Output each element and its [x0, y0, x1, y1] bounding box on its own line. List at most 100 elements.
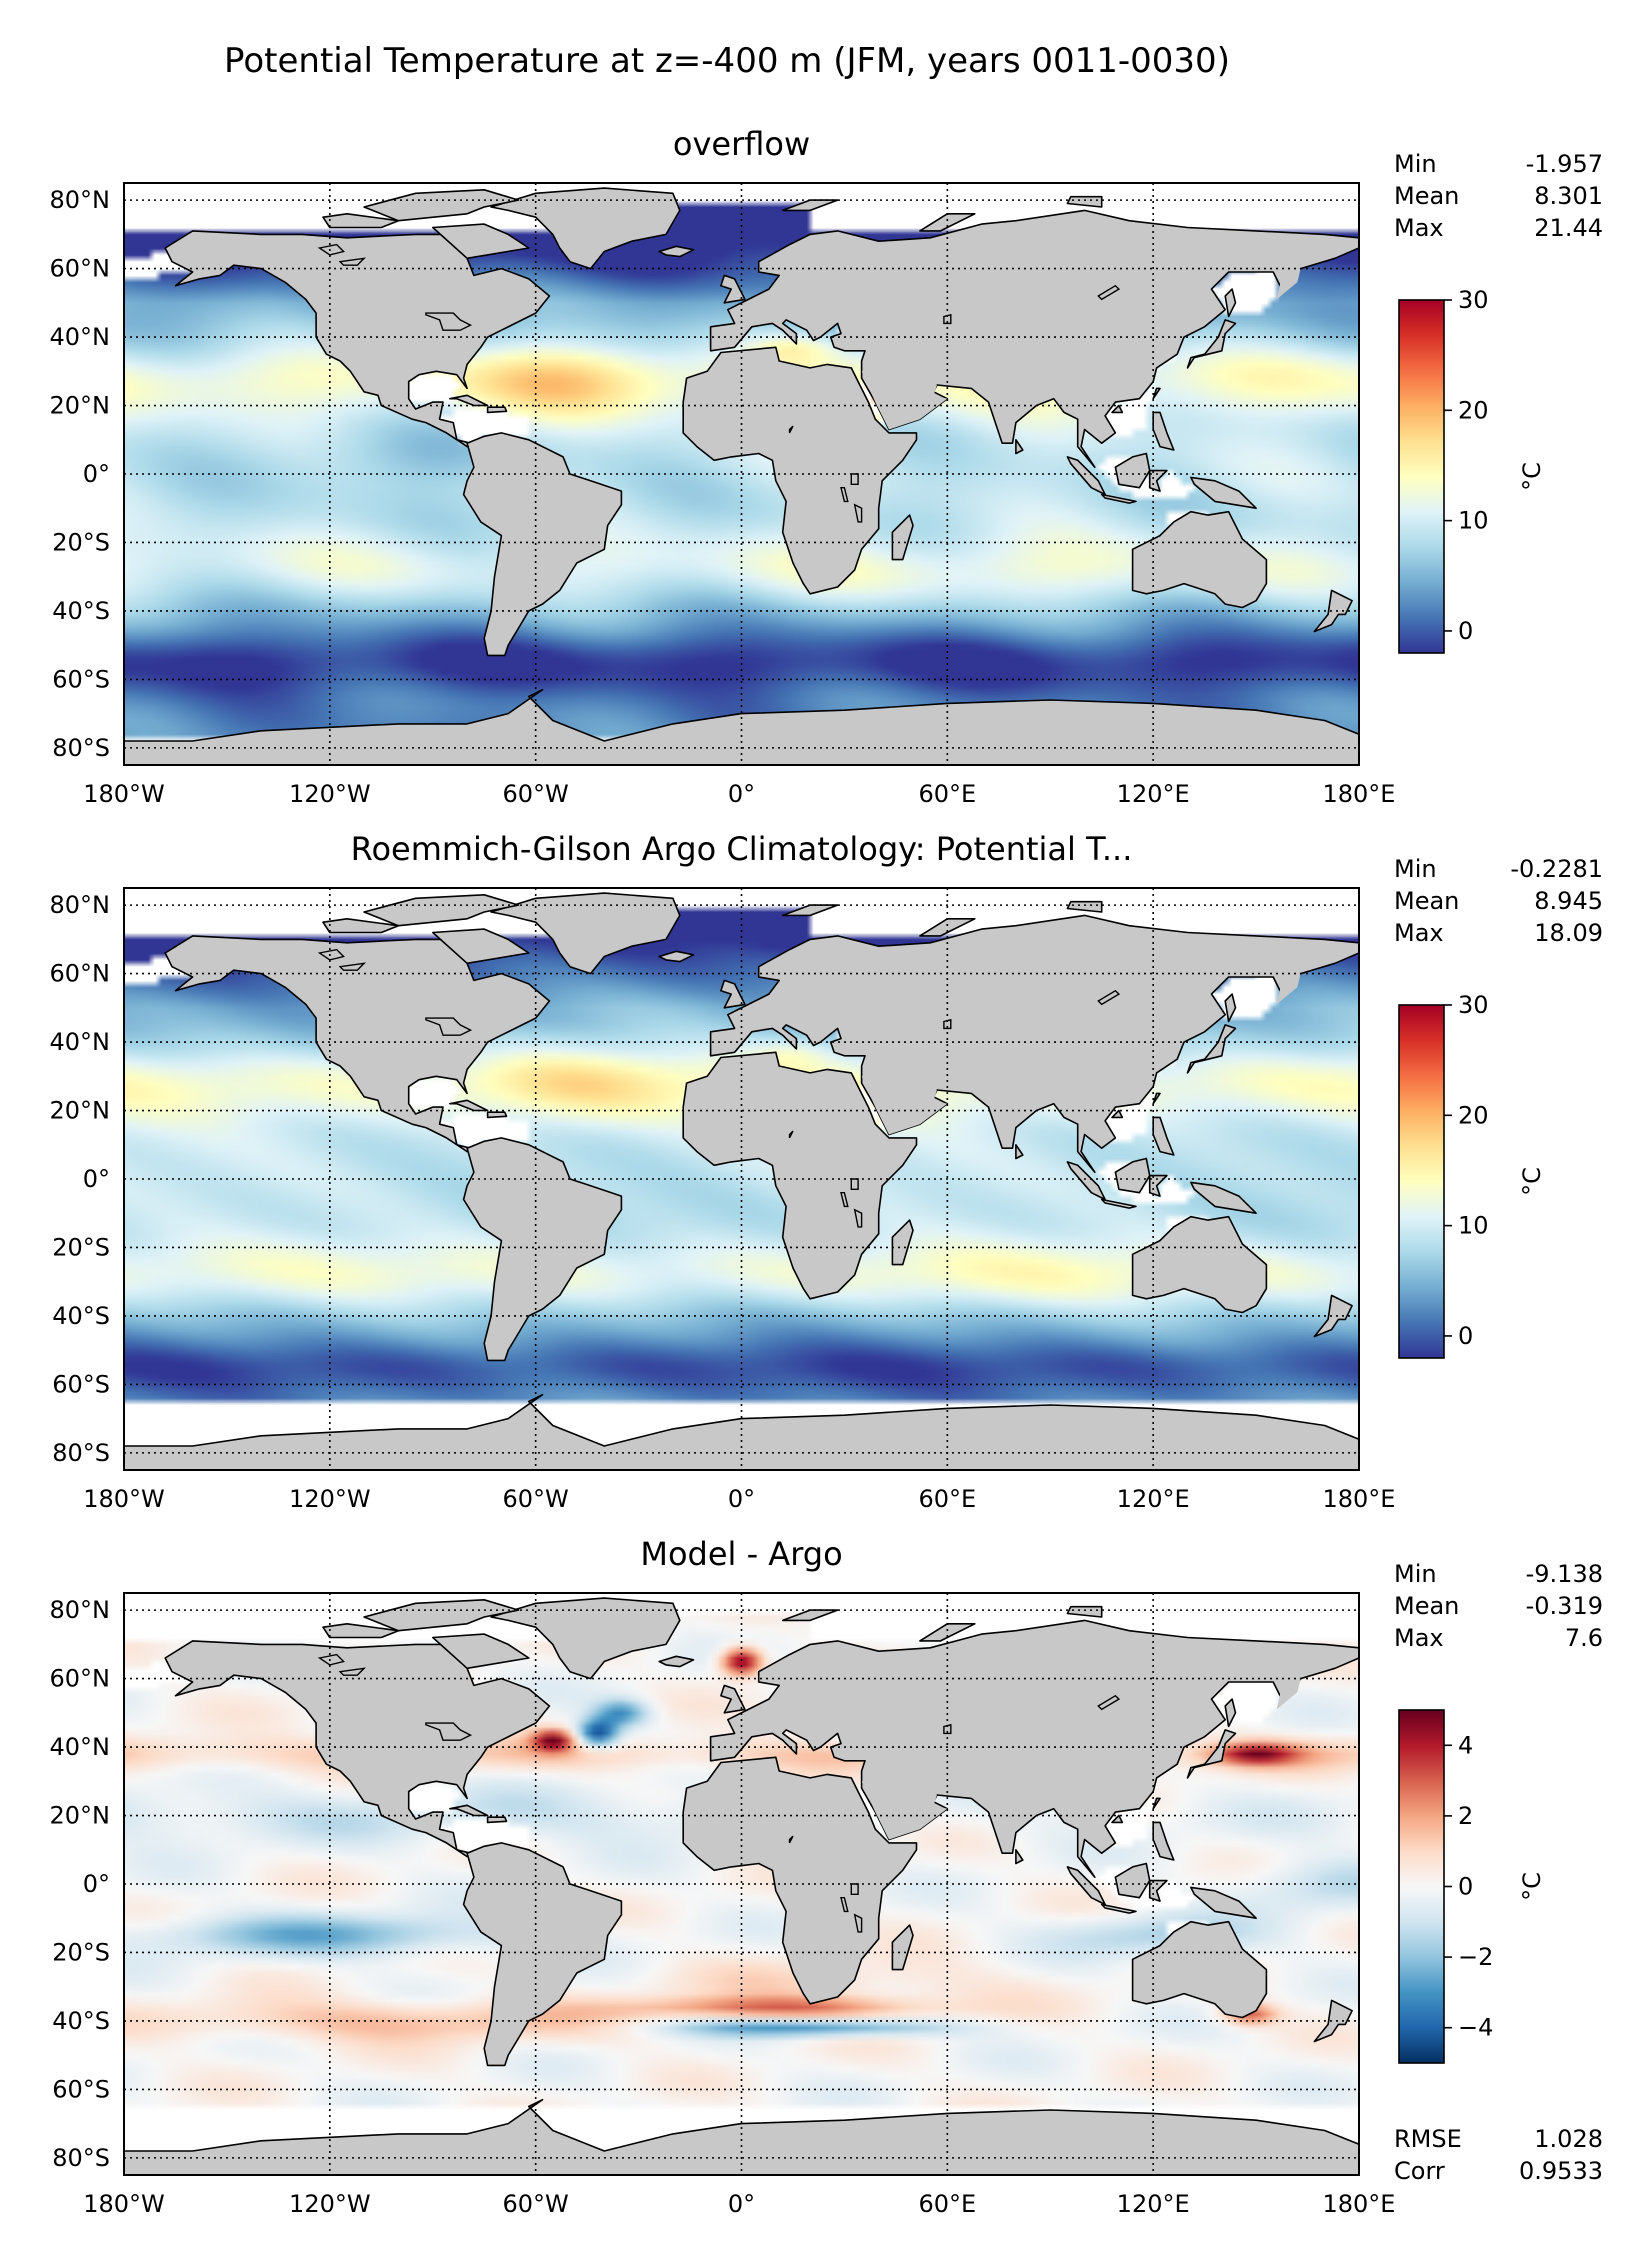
land-cuba [449, 394, 489, 407]
land-canArch2 [322, 917, 400, 934]
panel-3: Model - Argo 180°W 120°W 60°W 0° 60°E 120°E 180… [50, 1535, 1604, 2218]
land-sriLanka [1015, 438, 1024, 455]
land-africa [682, 1756, 918, 2005]
lake-outline [788, 1835, 794, 1844]
land-sulawesi [1148, 1879, 1168, 1902]
y-tick-label: 60°S [52, 2075, 110, 2103]
land-hispaniola [486, 1816, 508, 1824]
stat-label: RMSE [1394, 2125, 1462, 2153]
y-tick-label: 20°S [52, 1938, 110, 1966]
land-greenland [490, 187, 681, 270]
x-tick-label: 60°W [503, 1485, 569, 1513]
y-tick-label: 0° [83, 1870, 110, 1898]
lake-outline [338, 1667, 367, 1676]
land-severnaya [1066, 1605, 1103, 1618]
y-tick-label: 80°S [52, 734, 110, 762]
land-taiwan [1152, 1092, 1161, 1105]
land-africa [682, 1051, 918, 1300]
lake-outline [425, 1017, 473, 1036]
lake-outline [840, 1896, 849, 1913]
figure-title: Potential Temperature at z=-400 m (JFM, … [224, 41, 1230, 81]
stat-value: 1.028 [1534, 2125, 1603, 2153]
y-tick-label: 60°N [50, 255, 111, 283]
land-layer [124, 892, 1359, 1470]
y-tick-label: 80°N [50, 1596, 111, 1624]
land-northAmerica [164, 230, 551, 448]
land-madagascar [891, 514, 914, 561]
lake-outline [853, 1913, 863, 1933]
land-newGuinea [1190, 476, 1257, 510]
land-australia [1131, 1920, 1268, 2019]
land-uk [720, 979, 746, 1009]
y-tick-label: 40°S [52, 2007, 110, 2035]
stat-value: 21.44 [1534, 214, 1603, 242]
stat-value: -0.319 [1526, 1592, 1603, 1620]
stat-label: Max [1394, 214, 1444, 242]
x-tick-label: 120°E [1117, 780, 1190, 808]
land-canArch1 [363, 1599, 520, 1632]
lake-outline [850, 1883, 859, 1896]
land-antarctica [124, 2098, 1359, 2175]
land-southAmerica [462, 1842, 623, 2067]
land-cuba [449, 1804, 489, 1817]
stat-label: Mean [1394, 887, 1459, 915]
land-newGuinea [1190, 1181, 1257, 1214]
land-madagascar [891, 1924, 914, 1971]
land-iceland [658, 245, 695, 258]
x-tick-label: 180°E [1323, 2190, 1396, 2218]
lake-outline [317, 1653, 345, 1666]
colorbar [1398, 299, 1445, 654]
land-sakhalin [1224, 288, 1237, 318]
land-eurasia [709, 914, 1359, 1173]
y-tick-label: 40°S [52, 597, 110, 625]
colorbar-tick-label: 4 [1458, 1731, 1473, 1759]
land-greenland [490, 1597, 681, 1680]
y-tick-label: 60°S [52, 1370, 110, 1398]
colorbar-tick-label: 0 [1458, 1322, 1473, 1350]
colorbar-label: °C [1518, 1872, 1546, 1901]
land-iceland [658, 1655, 695, 1668]
land-newZealand [1313, 1294, 1353, 1338]
panel-1: overflow 180°W 120°W 60°W 0° 60°E 120°E 180°E 80… [50, 125, 1604, 808]
y-tick-label: 40°N [50, 323, 111, 351]
lake-outline [1097, 989, 1121, 1006]
lake-outline [788, 425, 794, 434]
stat-label: Min [1394, 1560, 1437, 1588]
colorbar [1398, 1004, 1445, 1359]
land-canArch1 [363, 893, 520, 927]
land-novayaZemlya [919, 213, 976, 232]
land-svalbard [781, 904, 839, 917]
y-tick-label: 80°N [50, 186, 111, 214]
lake-outline [317, 948, 345, 961]
land-eurasia [709, 1619, 1359, 1878]
lake-outline [338, 962, 367, 971]
lake-outline [338, 257, 367, 266]
land-sakhalin [1224, 1698, 1237, 1728]
land-hispaniola [486, 406, 508, 414]
x-tick-label: 120°W [289, 780, 371, 808]
land-eurasia [709, 209, 1359, 469]
stat-label: Min [1394, 150, 1437, 178]
y-tick-label: 40°N [50, 1733, 111, 1761]
land-arabia_fill [861, 1781, 948, 1840]
gridlines [124, 1593, 1359, 2175]
land-java [1100, 1903, 1137, 1914]
lake-outline [840, 1191, 849, 1208]
lake-outline [943, 1018, 952, 1030]
land-uk [720, 274, 746, 304]
land-sulawesi [1148, 1174, 1168, 1197]
stat-label: Mean [1394, 182, 1459, 210]
colorbar-label: °C [1518, 1167, 1546, 1196]
x-tick-label: 120°W [289, 1485, 371, 1513]
land-arabia_fill [861, 1076, 948, 1135]
x-tick-label: 60°W [503, 780, 569, 808]
x-tick-label: 0° [728, 2190, 755, 2218]
colorbar-tick-label: −4 [1458, 2014, 1493, 2042]
lake-outline [1097, 1694, 1121, 1711]
gridlines [124, 888, 1359, 1470]
lake-outline [853, 503, 863, 523]
y-tick-label: 20°N [50, 1097, 111, 1125]
land-sriLanka [1015, 1144, 1024, 1160]
land-canArch1 [363, 189, 520, 222]
